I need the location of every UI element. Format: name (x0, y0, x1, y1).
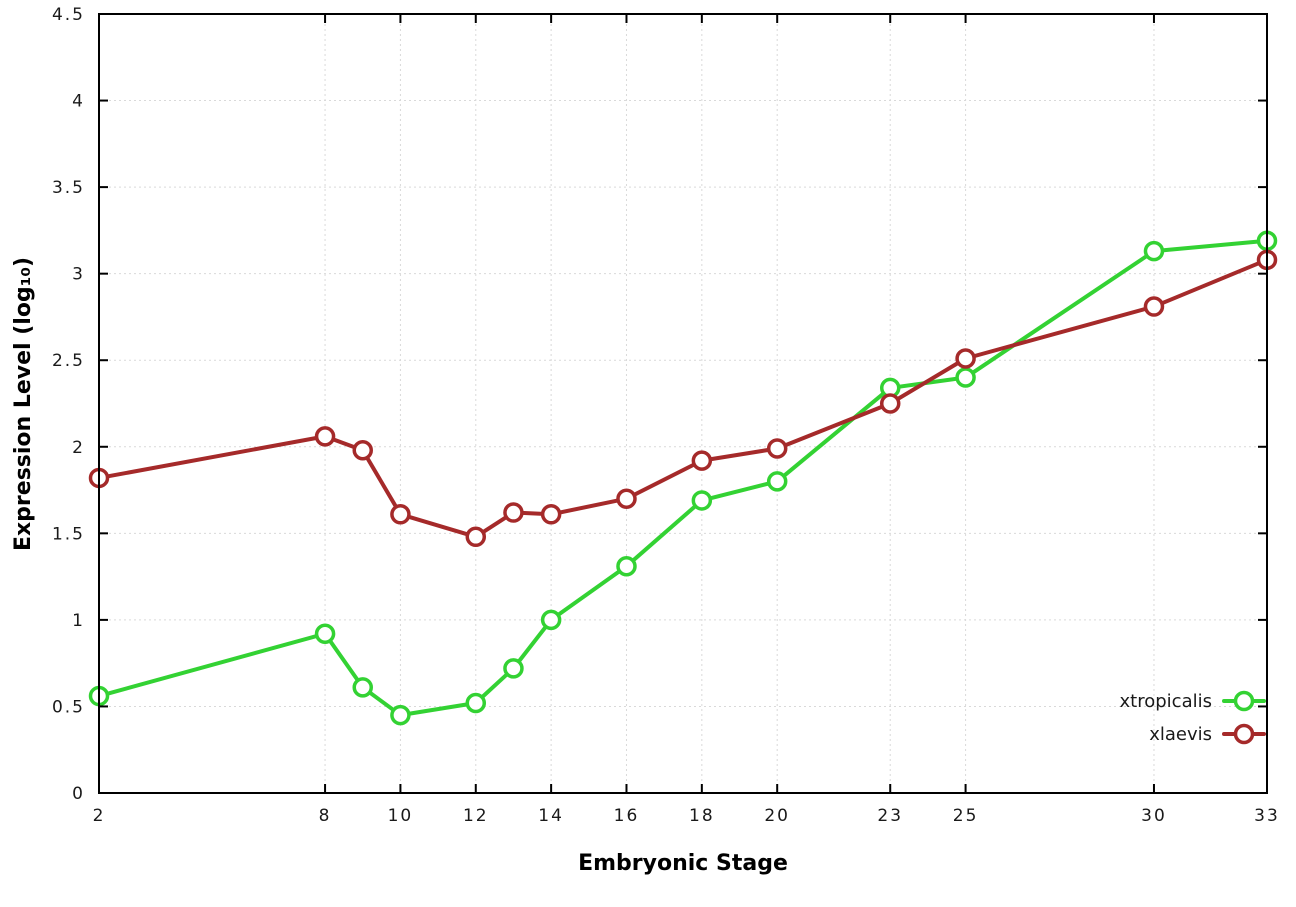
x-tick-label: 12 (463, 806, 489, 826)
legend: xtropicalis xlaevis (1120, 690, 1266, 745)
x-tick-label: 14 (538, 806, 564, 826)
data-point-xtropicalis (390, 704, 411, 726)
x-tick-label: 18 (689, 806, 715, 826)
x-tick-label: 33 (1254, 806, 1280, 826)
y-tick-label: 2.5 (52, 351, 85, 371)
x-tick-label: 8 (319, 806, 332, 826)
x-tick-label: 20 (764, 806, 790, 826)
data-point-xlaevis (314, 426, 336, 447)
x-tick-label: 25 (953, 806, 979, 826)
data-point-xtropicalis (540, 609, 562, 631)
x-tick-label: 16 (614, 806, 640, 826)
data-point-xtropicalis (691, 490, 713, 511)
y-tick-label: 1 (72, 611, 85, 631)
data-point-xtropicalis (314, 623, 336, 644)
data-point-xlaevis (616, 488, 637, 509)
y-tick-label: 4.5 (52, 5, 85, 25)
data-point-xtropicalis (1143, 240, 1165, 262)
legend-entry-xtropicalis: xtropicalis (1120, 690, 1266, 712)
x-tick-label: 30 (1141, 806, 1167, 826)
x-tick-label: 2 (93, 806, 106, 826)
data-point-xlaevis (465, 526, 487, 548)
x-axis-title: Embryonic Stage (578, 851, 788, 876)
data-point-xtropicalis (503, 658, 524, 679)
tick-label-layer: 2 8 10 12 14 16 18 20 23 25 30 33 0 0.5 1 1.5 2 2.5 3 3.5 4 4… (52, 5, 1280, 826)
series-line-xtropicalis (97, 238, 1269, 718)
axes-layer (98, 13, 1268, 794)
plot-border (98, 13, 1268, 794)
data-point-xlaevis (352, 439, 373, 461)
data-point-xlaevis (540, 504, 562, 525)
data-point-xtropicalis (465, 692, 487, 714)
data-point-xlaevis (1143, 296, 1165, 317)
y-tick-label: 0 (72, 784, 85, 804)
series-layer (88, 230, 1278, 726)
data-point-xlaevis (691, 450, 713, 471)
y-tick-label: 0.5 (52, 697, 85, 717)
legend-label: xtropicalis (1120, 691, 1212, 712)
data-point-xtropicalis (352, 677, 373, 698)
y-tick-label: 3 (72, 265, 85, 285)
x-tick-label: 23 (877, 806, 903, 826)
legend-label: xlaevis (1149, 724, 1212, 745)
y-tick-label: 4 (72, 92, 85, 112)
data-point-xlaevis (390, 504, 411, 525)
data-point-xtropicalis (616, 555, 637, 577)
legend-entry-xlaevis: xlaevis (1149, 723, 1266, 745)
grid-layer (98, 13, 1268, 794)
data-point-xlaevis (766, 438, 788, 459)
data-point-xlaevis (955, 348, 976, 369)
legend-point-sample (1233, 723, 1255, 745)
y-tick-label: 3.5 (52, 178, 85, 198)
series-line-xlaevis (97, 257, 1269, 539)
x-tick-label: 10 (388, 806, 414, 826)
y-tick-label: 2 (72, 438, 85, 458)
data-point-xlaevis (503, 502, 524, 523)
y-tick-label: 1.5 (52, 524, 85, 544)
legend-point-sample (1233, 690, 1255, 712)
data-point-xlaevis (879, 393, 901, 414)
data-point-xtropicalis (955, 367, 976, 388)
data-point-xtropicalis (766, 471, 788, 492)
y-axis-title: Expression Level (log₁₀) (11, 257, 36, 551)
